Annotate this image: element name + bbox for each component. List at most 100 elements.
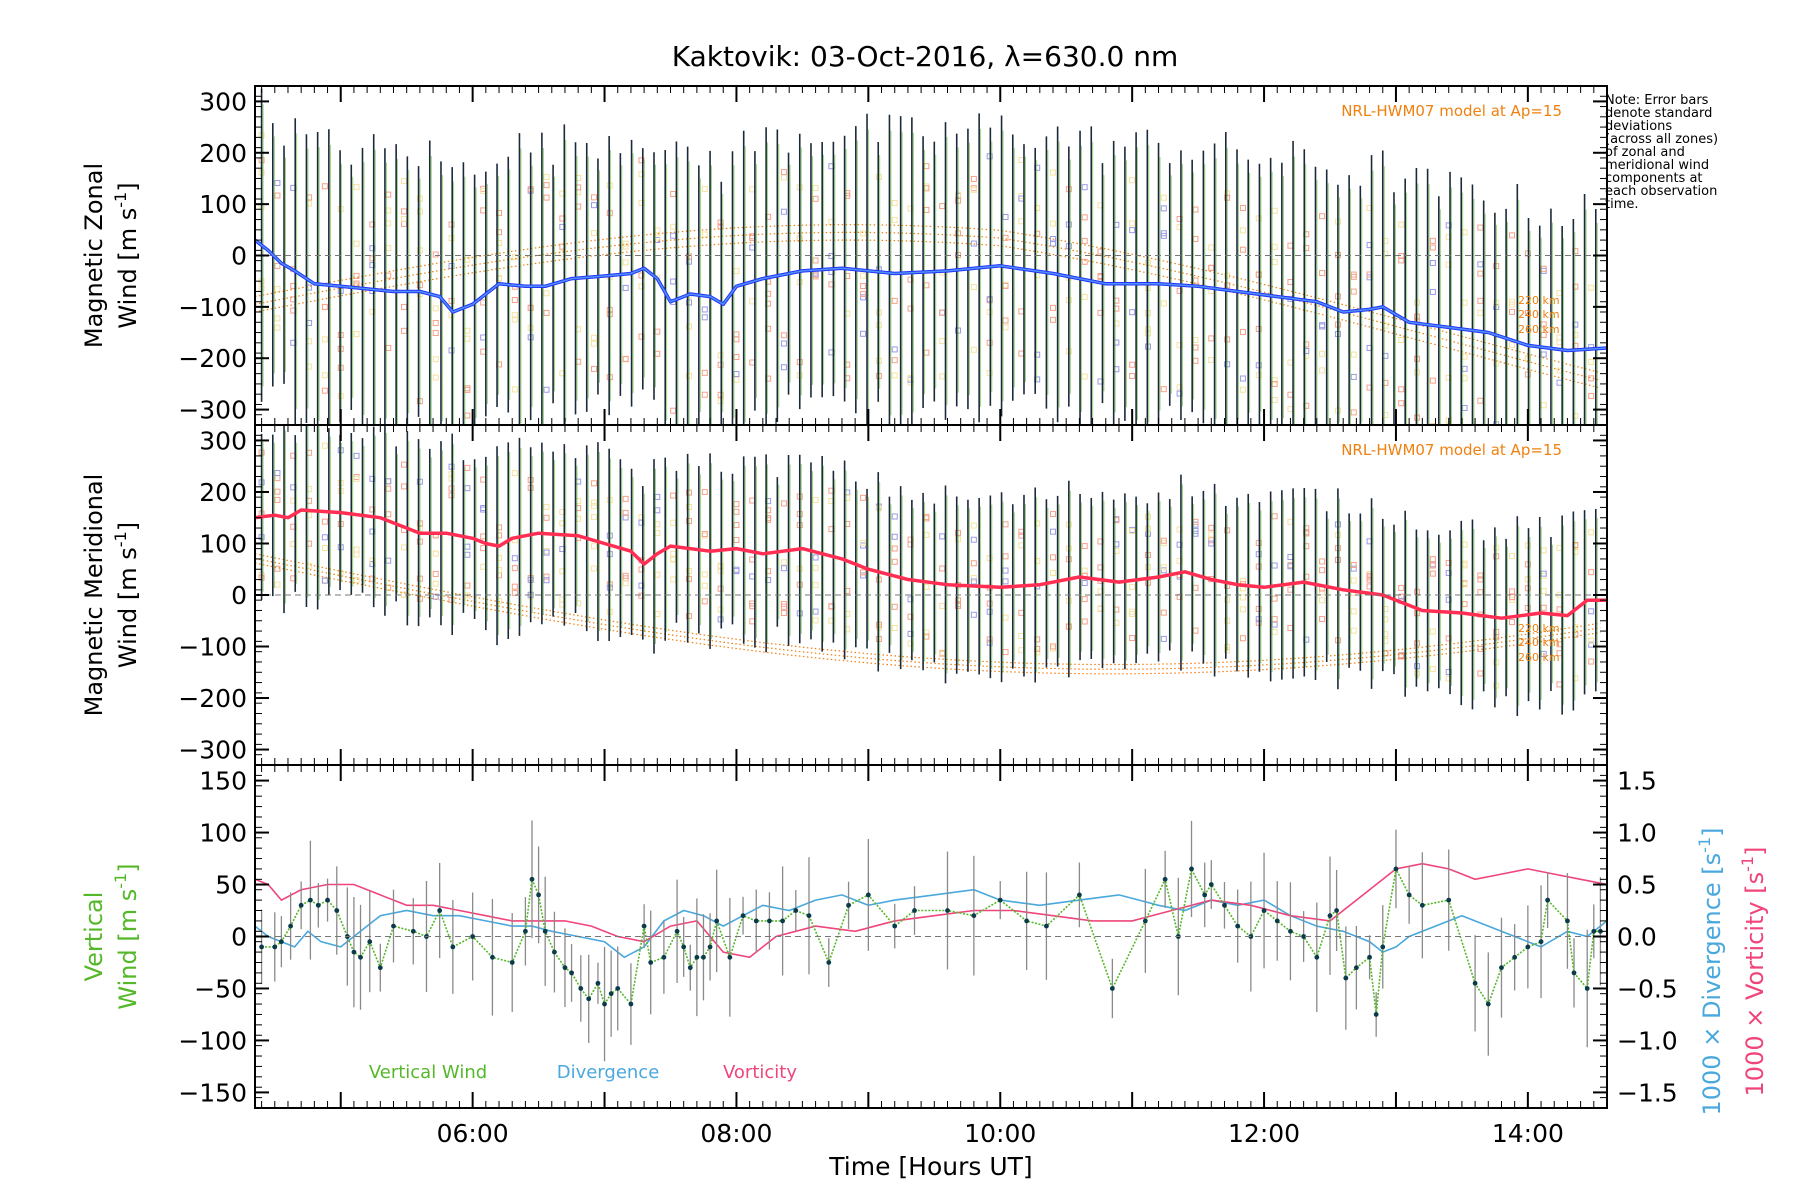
vertical-wind-point — [892, 923, 898, 929]
divergence-line — [255, 888, 1607, 959]
scatter-point — [543, 290, 550, 297]
scatter-point — [1239, 246, 1246, 253]
panel-2-ytick-label: 0 — [231, 923, 247, 952]
scatter-point — [274, 192, 281, 199]
legend-item-vertical-wind: Vertical Wind — [369, 1062, 487, 1083]
panel-1-ytick-label: −200 — [178, 684, 247, 713]
scatter-point — [1429, 562, 1436, 569]
scatter-point — [1271, 595, 1278, 602]
panel-2-ylabel: Vertical Wind [m s-1] — [80, 863, 142, 1009]
scatter-point — [891, 513, 898, 520]
panel-0-ytick-label: 200 — [199, 139, 247, 168]
vertical-wind-point — [509, 960, 515, 965]
scatter-point — [401, 461, 408, 468]
scatter-point — [274, 496, 281, 503]
panel-2-plot-area — [255, 820, 1607, 1062]
scatter-point — [780, 208, 787, 215]
scatter-point — [306, 319, 313, 326]
scatter-point — [1239, 594, 1246, 601]
vertical-wind-point — [578, 986, 584, 991]
scatter-point — [432, 550, 439, 557]
scatter-point — [891, 200, 898, 207]
scatter-point — [274, 581, 281, 588]
scatter-point — [321, 336, 328, 343]
scatter-point — [1350, 288, 1357, 295]
model-altitude-label: 220 km — [1518, 294, 1560, 307]
scatter-point — [970, 611, 977, 618]
scatter-point — [1113, 297, 1120, 304]
scatter-point — [812, 497, 819, 504]
scatter-point — [1398, 253, 1405, 260]
scatter-point — [353, 184, 360, 191]
scatter-point — [1429, 628, 1436, 635]
scatter-point — [1556, 606, 1563, 613]
scatter-point — [1081, 618, 1088, 625]
panel-1-ylabel-sup: -1 — [111, 531, 130, 547]
model-altitude-label: 240 km — [1518, 636, 1560, 649]
scatter-point — [480, 506, 487, 513]
scatter-point — [844, 610, 851, 617]
scatter-point — [970, 284, 977, 291]
vertical-wind-point — [1142, 918, 1148, 924]
scatter-point — [1398, 386, 1405, 393]
scatter-point — [1588, 658, 1595, 665]
scatter-point — [860, 569, 867, 576]
vertical-wind-point — [1571, 970, 1577, 976]
scatter-point — [306, 200, 313, 207]
scatter-point — [543, 174, 550, 181]
scatter-point — [1382, 631, 1389, 638]
scatter-point — [1129, 227, 1136, 234]
scatter-point — [1509, 588, 1516, 595]
scatter-point — [939, 337, 946, 344]
scatter-point — [274, 286, 281, 293]
scatter-point — [1002, 213, 1009, 220]
scatter-point — [590, 543, 597, 550]
vertical-wind-point — [846, 902, 851, 908]
vertical-wind-point — [997, 897, 1003, 903]
scatter-point — [353, 272, 360, 279]
legend-item-divergence: Divergence — [557, 1062, 660, 1083]
vertical-wind-point — [536, 892, 541, 898]
scatter-point — [970, 536, 977, 543]
vertical-wind-point — [1235, 923, 1241, 929]
scatter-point — [1398, 593, 1405, 600]
vertical-wind-point — [753, 918, 759, 924]
scatter-point — [274, 565, 281, 572]
scatter-point — [480, 334, 487, 341]
vertical-wind-point — [1314, 954, 1320, 960]
scatter-point — [812, 617, 819, 624]
panel-0-ylabel-close: ] — [114, 182, 142, 191]
scatter-point — [1382, 637, 1389, 644]
scatter-point — [1113, 547, 1120, 554]
scatter-point — [1002, 317, 1009, 324]
vertical-wind-point — [272, 944, 278, 950]
scatter-point — [1129, 220, 1136, 227]
scatter-point — [575, 498, 582, 505]
panel-0-ylabel-line2: Wind [m s-1] — [111, 182, 142, 328]
scatter-point — [1287, 586, 1294, 593]
panel-0-ytick-label: 0 — [231, 242, 247, 271]
vertical-wind-point — [586, 996, 592, 1002]
scatter-point — [401, 303, 408, 310]
scatter-point — [1081, 543, 1088, 550]
vertical-wind-point — [694, 954, 700, 960]
scatter-point — [1208, 540, 1215, 547]
scatter-point — [891, 624, 898, 631]
vertical-wind-point — [641, 923, 647, 929]
vertical-wind-point — [1222, 902, 1227, 908]
scatter-point — [321, 183, 328, 190]
vertical-wind-point — [437, 908, 443, 913]
scatter-point — [970, 522, 977, 529]
scatter-point — [891, 346, 898, 353]
scatter-point — [939, 203, 946, 210]
scatter-point — [670, 232, 677, 239]
scatter-point — [860, 330, 867, 337]
scatter-point — [464, 582, 471, 589]
scatter-point — [590, 230, 597, 237]
scatter-point — [701, 314, 708, 321]
scatter-point — [939, 309, 946, 316]
scatter-point — [749, 186, 756, 193]
scatter-point — [1113, 320, 1120, 327]
scatter-point — [1050, 643, 1057, 650]
vertical-wind-point — [1327, 913, 1333, 919]
